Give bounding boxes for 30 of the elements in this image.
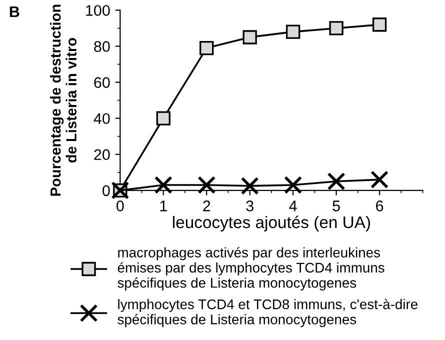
legend-label: macrophages activés par des interleukines émises par des lymphocytes TCD4 immuns spécifiques de Listeria monocytogenes <box>118 247 384 291</box>
point <box>240 176 259 195</box>
x-tick-label: 4 <box>289 200 297 212</box>
point <box>329 21 344 36</box>
x-tick-label: 0 <box>116 200 124 212</box>
y-axis-title: Pourcentage de destruction de Listeria in vitro <box>50 4 76 196</box>
y-tick-label: 0 <box>102 185 110 196</box>
point <box>327 172 346 190</box>
y-tick-label: 80 <box>94 41 110 52</box>
point <box>370 170 389 189</box>
y-tick-label: 100 <box>86 5 110 16</box>
x-tick-label: 5 <box>332 200 340 212</box>
point <box>154 176 172 194</box>
point <box>198 176 216 194</box>
y-tick-label: 20 <box>94 149 110 160</box>
point <box>242 30 257 44</box>
x-tick-label: 6 <box>376 200 384 212</box>
point <box>284 176 302 194</box>
point <box>200 40 214 56</box>
point <box>156 111 170 126</box>
x-tick-label: 2 <box>203 200 210 212</box>
x-axis-title: leucocytes ajoutés (en UA) <box>172 216 370 232</box>
y-tick-label: 60 <box>94 77 110 88</box>
point <box>372 18 387 32</box>
x-tick-label: 1 <box>160 200 167 212</box>
text: B <box>10 6 20 17</box>
legend-label: lymphocytes TCD4 et TCD8 immuns, c'est-à-dire spécifiques de Listeria monocytogenes <box>118 298 418 328</box>
x-tick-label: 3 <box>246 200 254 212</box>
point <box>286 24 300 39</box>
y-tick-label: 40 <box>94 113 110 124</box>
